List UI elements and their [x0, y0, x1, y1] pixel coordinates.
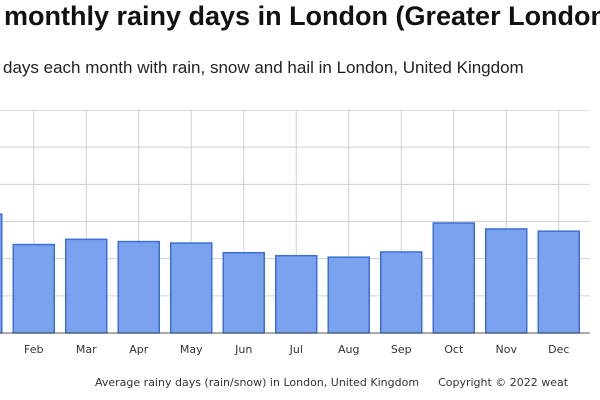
x-tick-label: May [180, 343, 203, 356]
x-tick-label: Oct [444, 343, 464, 356]
x-tick-label: Sep [391, 343, 412, 356]
bar-mar [65, 238, 108, 334]
bar-jun [222, 251, 265, 334]
x-tick-label: Nov [496, 343, 518, 356]
bar-sep [380, 251, 423, 334]
footer-copyright: Copyright © 2022 weat [438, 376, 569, 389]
bar-oct [432, 222, 475, 334]
x-tick-label: Jul [289, 343, 303, 356]
bar-apr [117, 240, 160, 334]
bar-jul [275, 254, 318, 334]
rainy-days-bar-chart: Feb Mar Apr May Jun Jul Aug Sep Oct Nov Dec [0, 110, 590, 356]
x-tick-label: Feb [24, 343, 43, 356]
chart-subtitle: days each month with rain, snow and hail… [3, 58, 524, 77]
bar-may [170, 242, 213, 334]
footer-caption: Average rainy days (rain/snow) in London… [95, 376, 420, 389]
chart-footer: Average rainy days (rain/snow) in London… [95, 376, 568, 389]
x-tick-label: Aug [338, 343, 359, 356]
bar-aug [327, 256, 370, 334]
x-tick-label: Dec [548, 343, 569, 356]
bar-dec [537, 230, 580, 334]
x-tick-label: Apr [129, 343, 149, 356]
bar-feb [12, 243, 55, 334]
x-tick-label: Mar [76, 343, 97, 356]
x-tick-label: Jun [234, 343, 252, 356]
bar-jan [0, 213, 3, 334]
bar-nov [485, 228, 528, 334]
chart-title: monthly rainy days in London (Greater Lo… [4, 1, 600, 31]
